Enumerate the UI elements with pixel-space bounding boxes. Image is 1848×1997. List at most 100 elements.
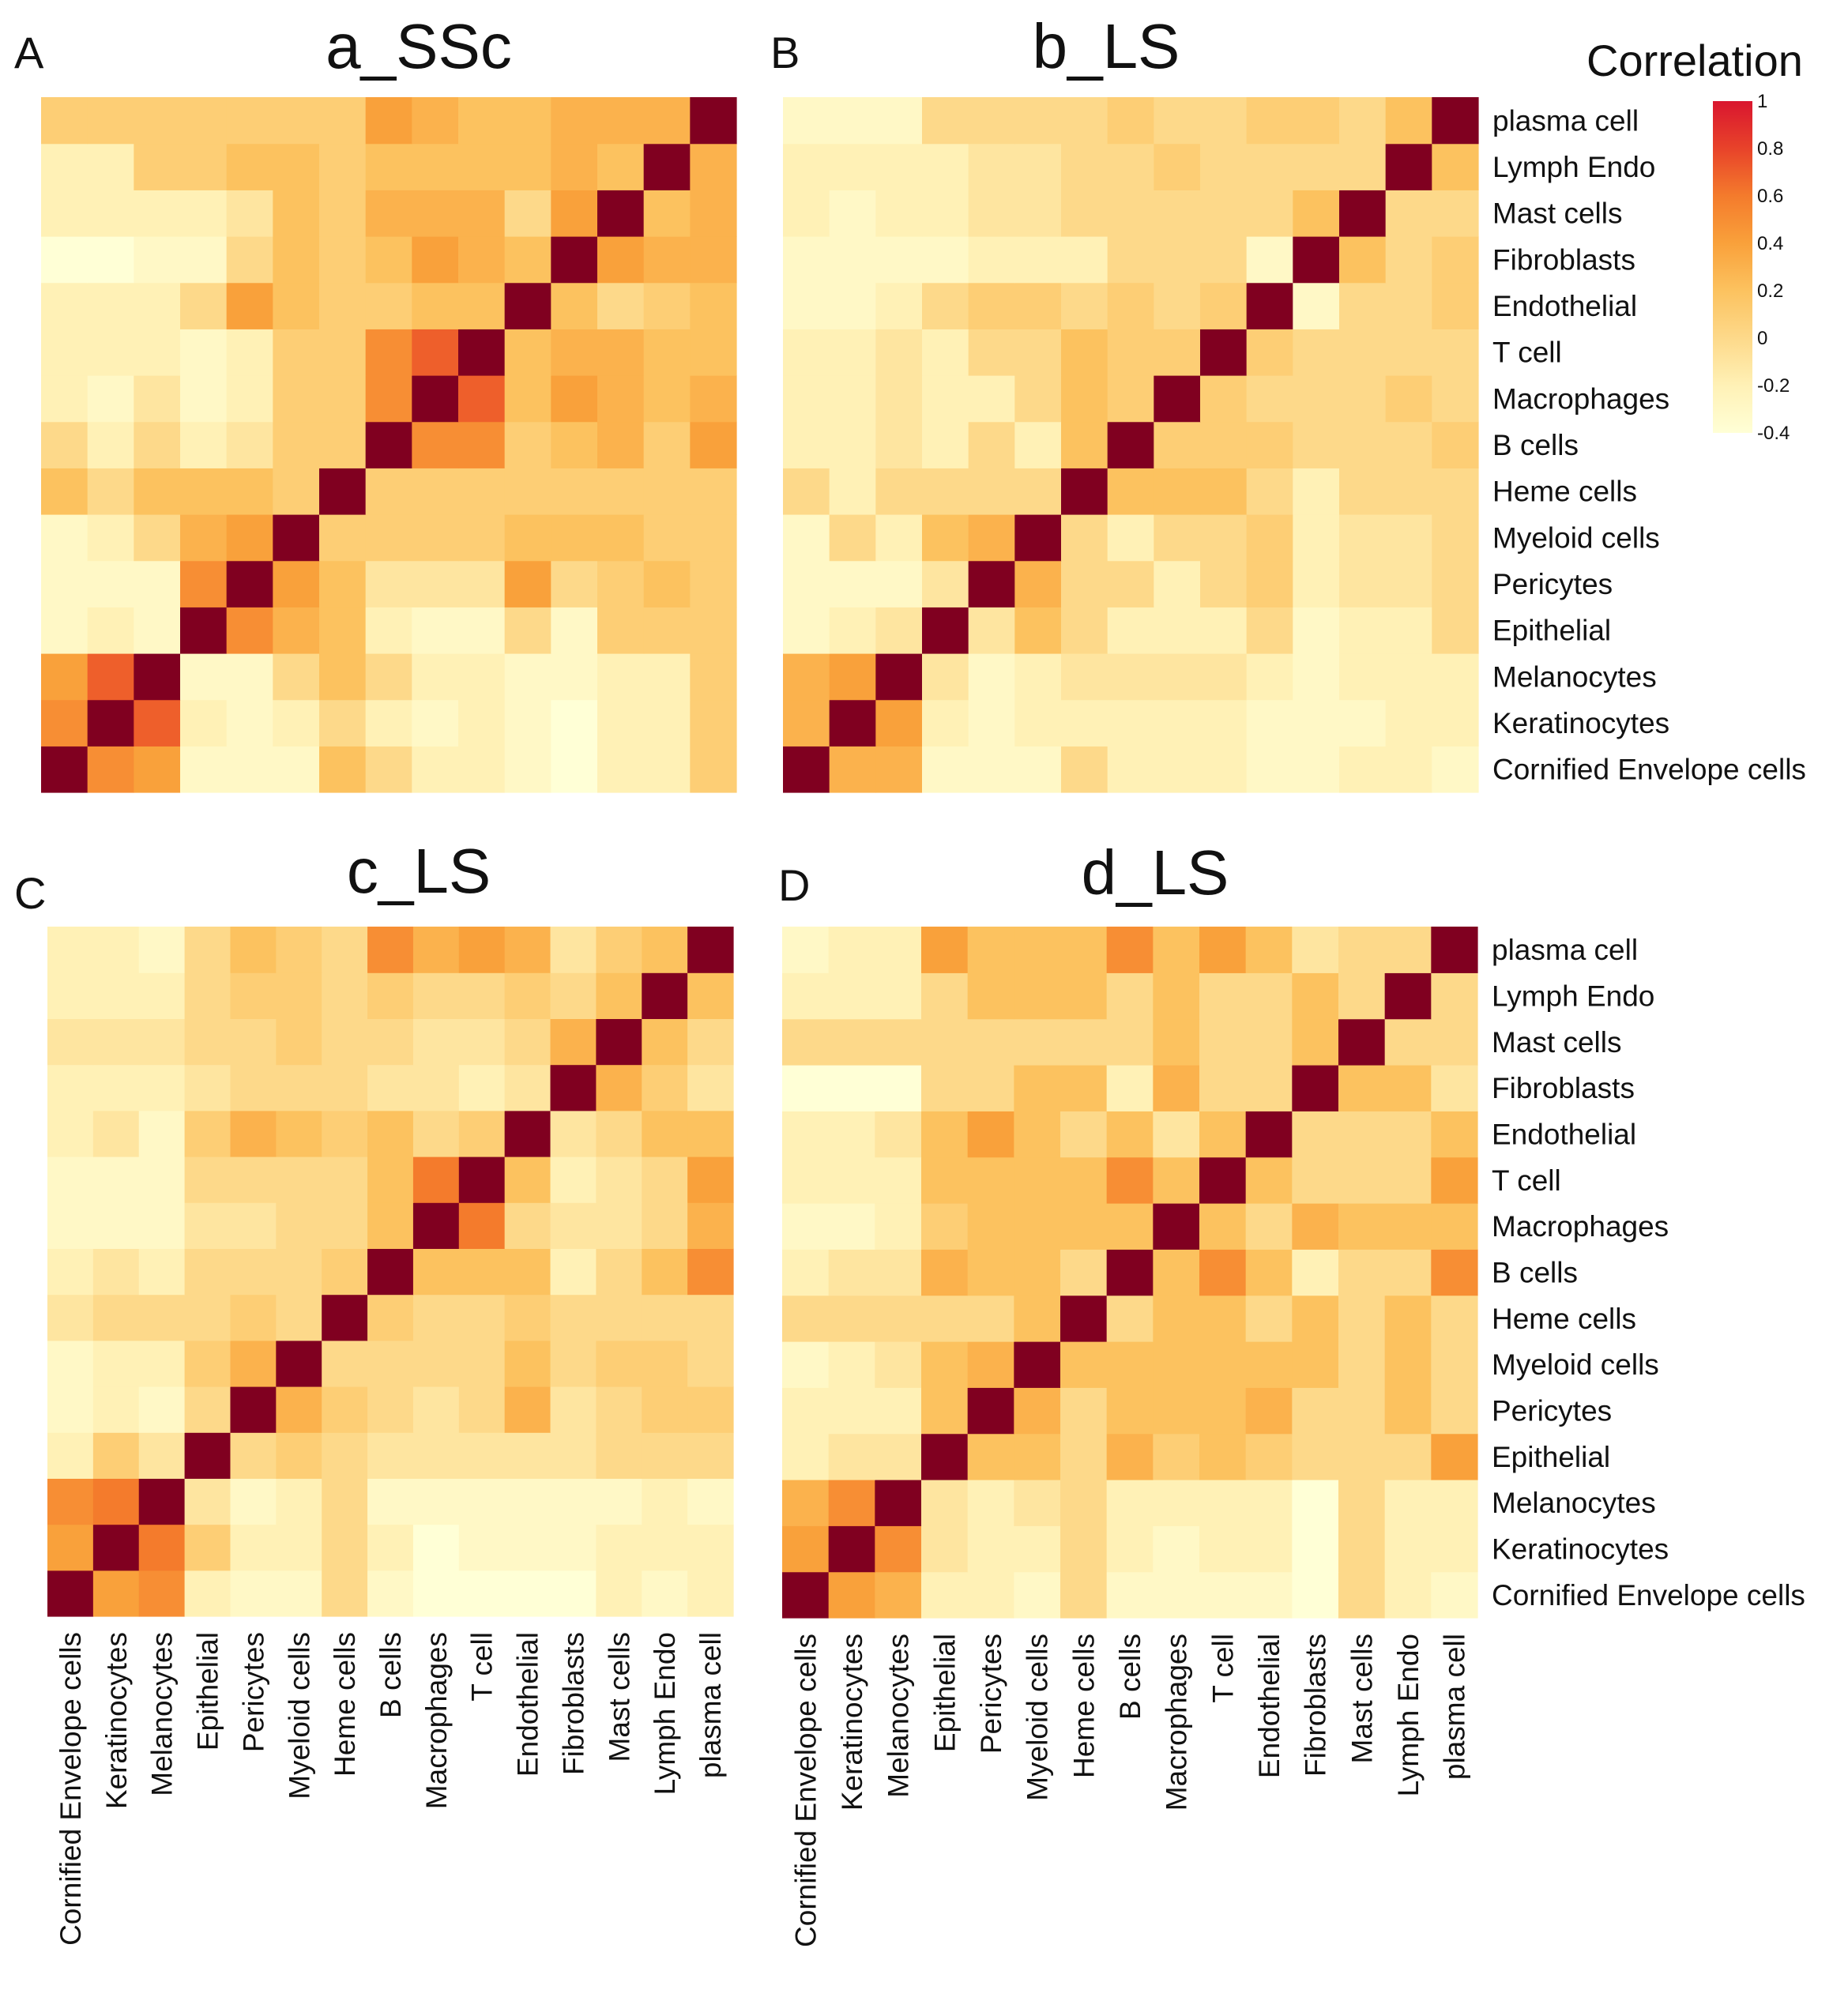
row-label: plasma cell — [1492, 104, 1639, 137]
column-label: Heme cells — [329, 1632, 361, 1777]
heatmap-cell — [922, 236, 969, 284]
heatmap-cell — [180, 653, 228, 701]
heatmap-cell — [875, 97, 923, 145]
heatmap-cell — [87, 329, 134, 376]
heatmap-cell — [458, 190, 506, 237]
heatmap-cell — [968, 421, 1015, 468]
heatmap-cell — [1245, 1433, 1293, 1480]
heatmap-cell — [1199, 972, 1247, 1020]
heatmap-cell — [41, 329, 88, 376]
heatmap-cell — [1060, 1156, 1108, 1204]
heatmap-cell — [922, 746, 969, 793]
heatmap-cell — [687, 1570, 734, 1617]
row-label: Lymph Endo — [1492, 151, 1655, 183]
heatmap-cell — [597, 282, 645, 329]
heatmap-cell — [1292, 1433, 1339, 1480]
heatmap-cell — [367, 1110, 414, 1157]
heatmap-cell — [597, 607, 645, 654]
heatmap-cell — [968, 468, 1015, 515]
heatmap-cell — [504, 514, 551, 562]
heatmap-cell — [1385, 282, 1432, 329]
heatmap-cell — [367, 1156, 414, 1203]
heatmap-cell — [1385, 329, 1432, 376]
heatmap-cell — [1339, 329, 1387, 376]
heatmap-cell — [1107, 282, 1154, 329]
heatmap-cell — [1106, 1387, 1154, 1435]
heatmap-cell — [782, 1480, 830, 1526]
heatmap-cell — [226, 97, 273, 145]
heatmap-cell — [875, 1203, 922, 1250]
heatmap-cell — [458, 1570, 506, 1617]
heatmap-cell — [134, 746, 181, 793]
heatmap-cell — [412, 1294, 460, 1341]
heatmap-cell — [1292, 1480, 1339, 1526]
heatmap-cell — [967, 1295, 1014, 1342]
heatmap-cell — [828, 1433, 875, 1480]
heatmap-cell — [1293, 282, 1340, 329]
legend-title: Correlation — [1586, 36, 1803, 85]
heatmap-cell — [875, 1387, 922, 1435]
heatmap-cell — [1292, 1111, 1339, 1158]
heatmap-cell — [921, 1295, 969, 1342]
heatmap-cell — [412, 143, 459, 190]
column-label: Epithelial — [928, 1634, 961, 1752]
heatmap-cell — [1432, 190, 1479, 237]
heatmap-cell — [92, 1156, 140, 1203]
heatmap-cell — [1199, 1433, 1247, 1480]
column-label: Cornified Envelope cells — [789, 1634, 822, 1947]
column-label: Mast cells — [603, 1632, 635, 1762]
heatmap-cell — [1014, 514, 1062, 562]
heatmap-cell — [643, 653, 691, 701]
heatmap-cell — [643, 282, 691, 329]
heatmap-cell — [642, 1248, 688, 1296]
column-label: B cells — [1114, 1634, 1146, 1720]
heatmap-cell — [550, 927, 597, 973]
heatmap-cell — [412, 1432, 460, 1479]
heatmap-cell — [596, 1386, 642, 1433]
heatmap-cell — [1432, 746, 1479, 793]
row-label: Pericytes — [1492, 568, 1613, 600]
heatmap-cell — [322, 972, 368, 1019]
heatmap-cell — [1199, 1156, 1247, 1204]
heatmap-cell — [1293, 236, 1340, 284]
heatmap-cell — [922, 699, 969, 747]
heatmap-cell — [41, 468, 88, 515]
heatmap-cell — [782, 1341, 830, 1388]
heatmap-cell — [551, 190, 598, 237]
column-label: Keratinocytes — [836, 1634, 868, 1811]
heatmap-cell — [504, 972, 551, 1019]
heatmap-cell — [1106, 1018, 1154, 1066]
heatmap-cell — [504, 1110, 551, 1157]
heatmap-cell — [134, 143, 181, 190]
heatmap-cell — [690, 421, 737, 468]
heatmap-cell — [1060, 1065, 1108, 1111]
heatmap-cell — [1432, 329, 1479, 376]
heatmap-cell — [551, 375, 598, 423]
heatmap-cell — [783, 282, 830, 329]
heatmap-cell — [551, 653, 598, 701]
heatmap-cell — [134, 282, 181, 329]
heatmap-cell — [92, 1018, 140, 1066]
heatmap-cell — [875, 972, 922, 1020]
heatmap-cell — [1384, 1525, 1432, 1573]
legend-tick-label: 1 — [1757, 91, 1767, 112]
column-label: Myeloid cells — [283, 1632, 315, 1800]
heatmap-cell — [458, 143, 506, 190]
heatmap-cell — [875, 329, 923, 376]
heatmap-cell — [47, 1248, 94, 1296]
heatmap-cell — [1153, 1203, 1200, 1250]
heatmap-cell — [1385, 97, 1432, 145]
heatmap-cell — [1014, 1571, 1061, 1619]
heatmap-cell — [1432, 375, 1479, 423]
heatmap-cell — [1246, 282, 1293, 329]
row-label: Melanocytes — [1492, 660, 1657, 693]
heatmap-cell — [967, 1111, 1014, 1158]
heatmap-cell — [322, 1524, 368, 1571]
heatmap-cell — [875, 421, 923, 468]
heatmap-cell — [875, 1156, 922, 1204]
heatmap-cell — [1384, 1065, 1432, 1111]
panel-title-d: d_LS — [1082, 837, 1229, 908]
heatmap-cell — [875, 468, 923, 515]
column-label: Lymph Endo — [1392, 1634, 1425, 1796]
heatmap-cell — [1199, 1480, 1247, 1526]
